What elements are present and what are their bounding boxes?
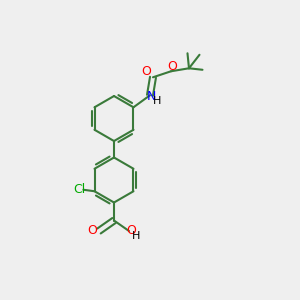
Text: O: O [167,60,177,73]
Text: O: O [87,224,97,238]
Text: H: H [132,231,141,242]
Text: Cl: Cl [74,183,86,196]
Text: N: N [147,90,156,103]
Text: O: O [141,65,151,78]
Text: H: H [152,96,161,106]
Text: O: O [127,224,136,238]
